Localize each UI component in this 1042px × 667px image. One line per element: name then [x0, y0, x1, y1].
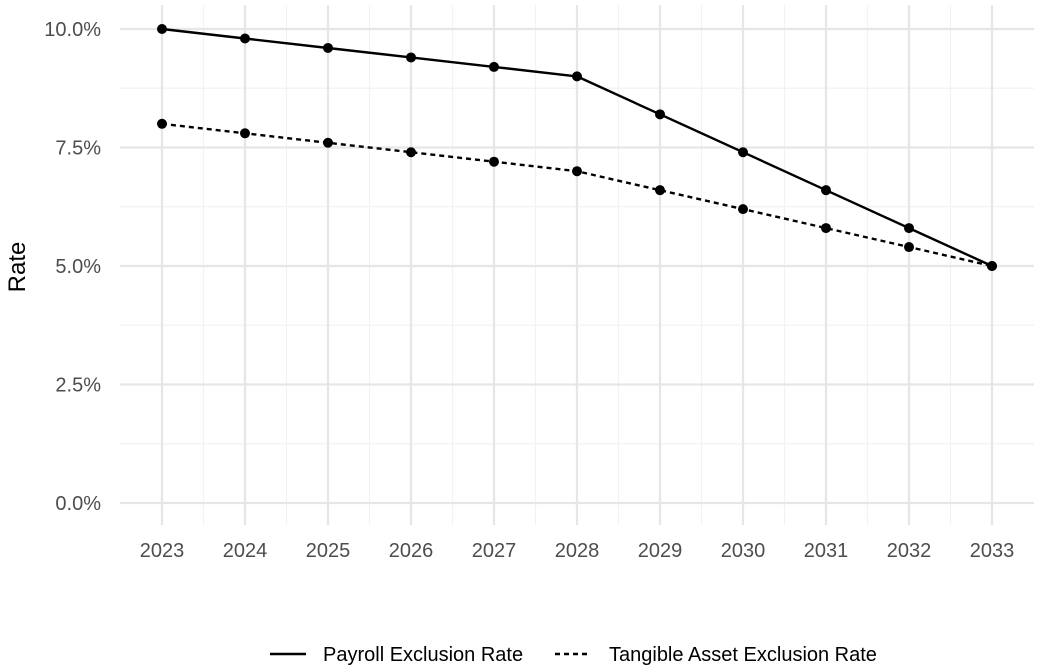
- x-tick-label: 2031: [804, 540, 849, 562]
- data-point: [406, 147, 416, 158]
- legend-label-2: Tangible Asset Exclusion Rate: [609, 644, 877, 666]
- data-point: [738, 204, 748, 215]
- x-tick-label: 2030: [721, 540, 766, 562]
- data-point: [489, 156, 499, 167]
- x-tick-label: 2029: [638, 540, 683, 562]
- data-point: [904, 223, 914, 234]
- y-tick-label: 10.0%: [44, 19, 101, 41]
- data-point: [406, 52, 416, 63]
- y-tick-label: 7.5%: [55, 138, 101, 160]
- y-tick-label: 2.5%: [55, 375, 101, 397]
- x-tick-label: 2024: [223, 540, 268, 562]
- y-tick-label: 5.0%: [55, 256, 101, 278]
- y-axis-tick-labels: 0.0% 2.5% 5.0% 7.5% 10.0%: [44, 19, 101, 515]
- x-tick-label: 2027: [472, 540, 517, 562]
- data-point: [655, 185, 665, 196]
- data-point: [572, 71, 582, 82]
- x-tick-label: 2023: [140, 540, 185, 562]
- data-point: [240, 128, 250, 139]
- data-point: [821, 223, 831, 234]
- legend: Payroll Exclusion Rate Tangible Asset Exc…: [270, 644, 877, 666]
- data-point: [572, 166, 582, 177]
- legend-label-1: Payroll Exclusion Rate: [323, 644, 523, 666]
- data-point: [987, 261, 997, 271]
- y-axis-title: Rate: [4, 242, 31, 293]
- x-tick-label: 2025: [306, 540, 351, 562]
- data-point: [323, 42, 333, 53]
- data-point: [157, 118, 167, 129]
- x-tick-label: 2026: [389, 540, 434, 562]
- x-tick-label: 2033: [970, 540, 1015, 562]
- major-gridlines: [120, 5, 1034, 525]
- data-point: [240, 33, 250, 44]
- data-point: [489, 61, 499, 72]
- x-axis-tick-labels: 2023 2024 2025 2026 2027 2028 2029 2030 2031 2032…: [140, 540, 1015, 562]
- data-point: [738, 147, 748, 158]
- data-point: [904, 242, 914, 253]
- data-point: [323, 137, 333, 148]
- x-tick-label: 2028: [555, 540, 600, 562]
- data-point: [821, 185, 831, 196]
- series-points: [157, 24, 997, 271]
- data-point: [157, 24, 167, 34]
- x-tick-label: 2032: [887, 540, 932, 562]
- y-tick-label: 0.0%: [55, 493, 101, 515]
- data-point: [655, 109, 665, 120]
